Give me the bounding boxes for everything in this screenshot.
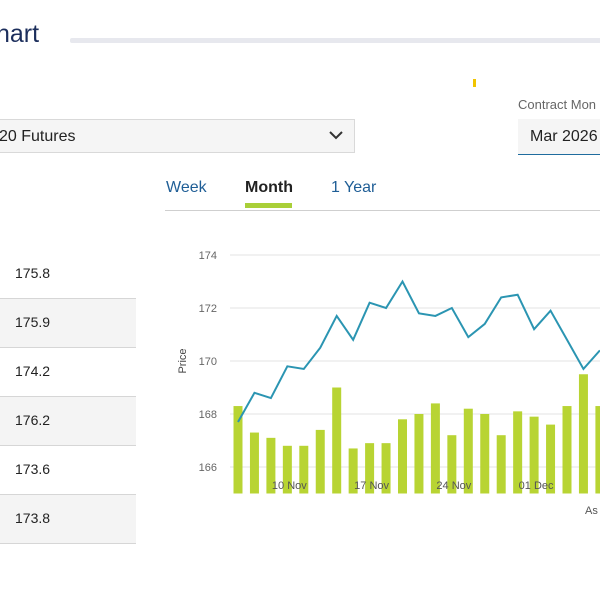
x-tick-label: 10 Nov <box>272 480 307 492</box>
volume-bar <box>233 406 243 494</box>
volume-bar <box>529 416 539 494</box>
volume-bar <box>348 448 358 494</box>
y-axis-label: Price <box>177 348 189 373</box>
price-value: 175.8 <box>15 265 51 281</box>
x-tick-label: 17 Nov <box>354 480 389 492</box>
chevron-down-icon <box>329 131 343 140</box>
price-row: 175.9 <box>0 299 136 348</box>
volume-bar <box>480 414 490 494</box>
title-divider <box>70 38 600 43</box>
contract-month-label: Contract Mon <box>518 97 597 112</box>
y-tick-label: 172 <box>199 303 217 315</box>
chart-footer-text: As <box>585 505 598 517</box>
product-select[interactable]: 20 Futures <box>0 119 355 153</box>
volume-bar <box>562 406 572 494</box>
volume-bar <box>365 443 375 494</box>
volume-bar <box>381 443 391 494</box>
x-tick-label: 01 Dec <box>519 480 554 492</box>
price-value: 174.2 <box>15 363 51 379</box>
price-value: 173.6 <box>15 461 51 477</box>
tab-1-year[interactable]: 1 Year <box>331 179 377 196</box>
volume-bar <box>447 435 457 494</box>
volume-bar <box>315 429 325 494</box>
volume-bar <box>398 419 407 494</box>
volume-bar <box>463 408 473 494</box>
tab-month[interactable]: Month <box>245 179 293 196</box>
price-row: 173.6 <box>0 446 136 495</box>
active-tab-indicator <box>245 203 292 208</box>
volume-bar <box>578 374 588 494</box>
price-row: 175.8 <box>0 250 136 299</box>
volume-bar <box>266 437 276 494</box>
volume-bar <box>595 406 600 494</box>
contract-month-value: Mar 2026 <box>530 128 598 145</box>
price-value: 175.9 <box>15 314 51 330</box>
volume-bar <box>282 445 292 494</box>
price-value: 176.2 <box>15 412 51 428</box>
price-row: 174.2 <box>0 348 136 397</box>
x-tick-label: 24 Nov <box>436 480 471 492</box>
accent-mark <box>473 79 476 87</box>
volume-bar <box>546 424 556 494</box>
page-title: hart <box>0 20 40 48</box>
volume-bar <box>430 403 440 494</box>
price-value: 173.8 <box>15 510 51 526</box>
volume-bar <box>249 432 259 494</box>
y-tick-label: 170 <box>199 356 217 368</box>
volume-bar <box>299 445 309 494</box>
tab-week[interactable]: Week <box>166 179 207 196</box>
volume-bar <box>414 414 424 494</box>
y-tick-label: 174 <box>199 250 217 262</box>
volume-bar <box>496 435 506 494</box>
price-volume-chart: 166 168 170 172 174 Price 10 Nov 17 Nov 24 Nov 01… <box>177 250 600 517</box>
price-series-line <box>237 279 600 423</box>
period-tabs: Week Month 1 Year <box>165 174 600 211</box>
product-select-value: 20 Futures <box>0 128 76 145</box>
contract-month-select[interactable]: Mar 2026 <box>518 119 600 155</box>
volume-bar <box>513 411 523 494</box>
price-row: 176.2 <box>0 397 136 446</box>
y-tick-label: 168 <box>199 409 217 421</box>
volume-bar <box>332 387 342 494</box>
price-row: 173.8 <box>0 495 136 544</box>
y-tick-label: 166 <box>199 462 217 474</box>
